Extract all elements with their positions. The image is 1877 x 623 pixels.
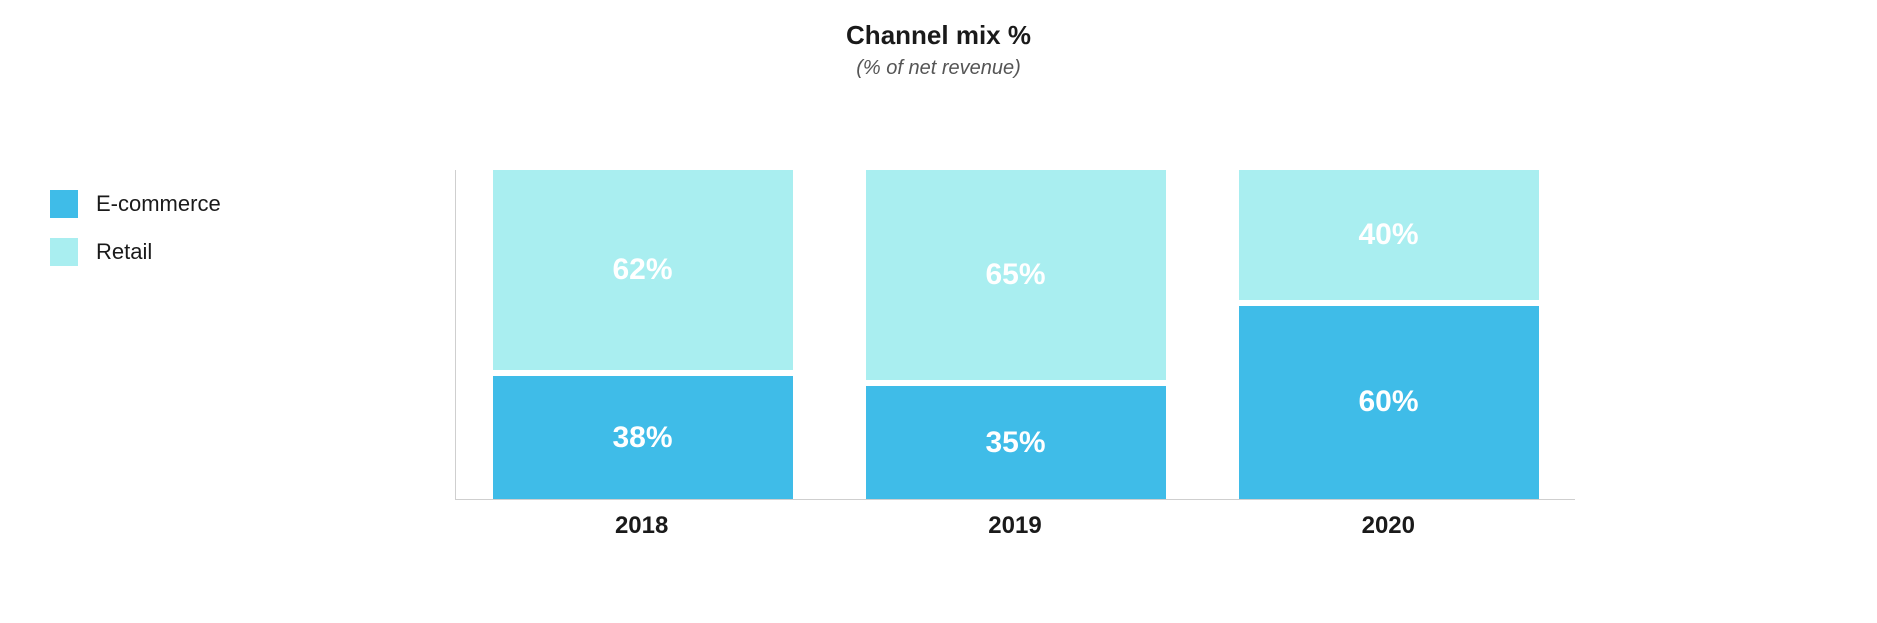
bar-segment-ecommerce: 35%: [866, 386, 1166, 499]
legend-swatch-ecommerce: [50, 190, 78, 218]
titles-block: Channel mix % (% of net revenue): [0, 20, 1877, 80]
bar-column: 65%35%: [866, 170, 1166, 499]
bar-segment-ecommerce: 38%: [493, 376, 793, 499]
plot-area: 62%38%65%35%40%60%: [455, 170, 1575, 500]
bar-segment-retail: 65%: [866, 170, 1166, 380]
x-axis-label: 2018: [492, 512, 792, 540]
bar-column: 62%38%: [493, 170, 793, 499]
legend-label-ecommerce: E-commerce: [96, 191, 221, 217]
legend-item-retail: Retail: [50, 238, 221, 266]
chart-subtitle: (% of net revenue): [0, 57, 1877, 80]
bar-segment-ecommerce: 60%: [1239, 306, 1539, 499]
chart-title: Channel mix %: [0, 20, 1877, 51]
x-axis-label: 2020: [1238, 512, 1538, 540]
bar-segment-retail: 62%: [493, 170, 793, 370]
legend: E-commerce Retail: [50, 190, 221, 286]
bar-segment-retail: 40%: [1239, 170, 1539, 300]
legend-item-ecommerce: E-commerce: [50, 190, 221, 218]
x-axis-label: 2019: [865, 512, 1165, 540]
bar-column: 40%60%: [1239, 170, 1539, 499]
x-axis: 2018 2019 2020: [455, 512, 1575, 540]
legend-label-retail: Retail: [96, 239, 152, 265]
legend-swatch-retail: [50, 238, 78, 266]
chart-container: Channel mix % (% of net revenue) E-comme…: [0, 0, 1877, 623]
